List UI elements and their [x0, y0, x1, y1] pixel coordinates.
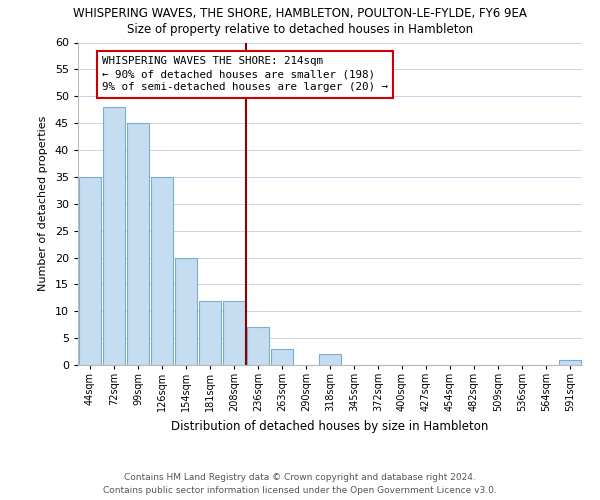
Bar — [103, 107, 125, 365]
Bar — [223, 300, 245, 365]
Text: Contains HM Land Registry data © Crown copyright and database right 2024.
Contai: Contains HM Land Registry data © Crown c… — [103, 473, 497, 495]
Bar — [271, 349, 293, 365]
Y-axis label: Number of detached properties: Number of detached properties — [38, 116, 48, 292]
Bar — [319, 354, 341, 365]
Text: Size of property relative to detached houses in Hambleton: Size of property relative to detached ho… — [127, 22, 473, 36]
X-axis label: Distribution of detached houses by size in Hambleton: Distribution of detached houses by size … — [172, 420, 488, 432]
Bar — [127, 123, 149, 365]
Bar — [247, 328, 269, 365]
Bar — [559, 360, 581, 365]
Bar — [199, 300, 221, 365]
Text: WHISPERING WAVES THE SHORE: 214sqm
← 90% of detached houses are smaller (198)
9%: WHISPERING WAVES THE SHORE: 214sqm ← 90%… — [102, 56, 388, 92]
Bar — [151, 177, 173, 365]
Text: WHISPERING WAVES, THE SHORE, HAMBLETON, POULTON-LE-FYLDE, FY6 9EA: WHISPERING WAVES, THE SHORE, HAMBLETON, … — [73, 8, 527, 20]
Bar — [79, 177, 101, 365]
Bar — [175, 258, 197, 365]
